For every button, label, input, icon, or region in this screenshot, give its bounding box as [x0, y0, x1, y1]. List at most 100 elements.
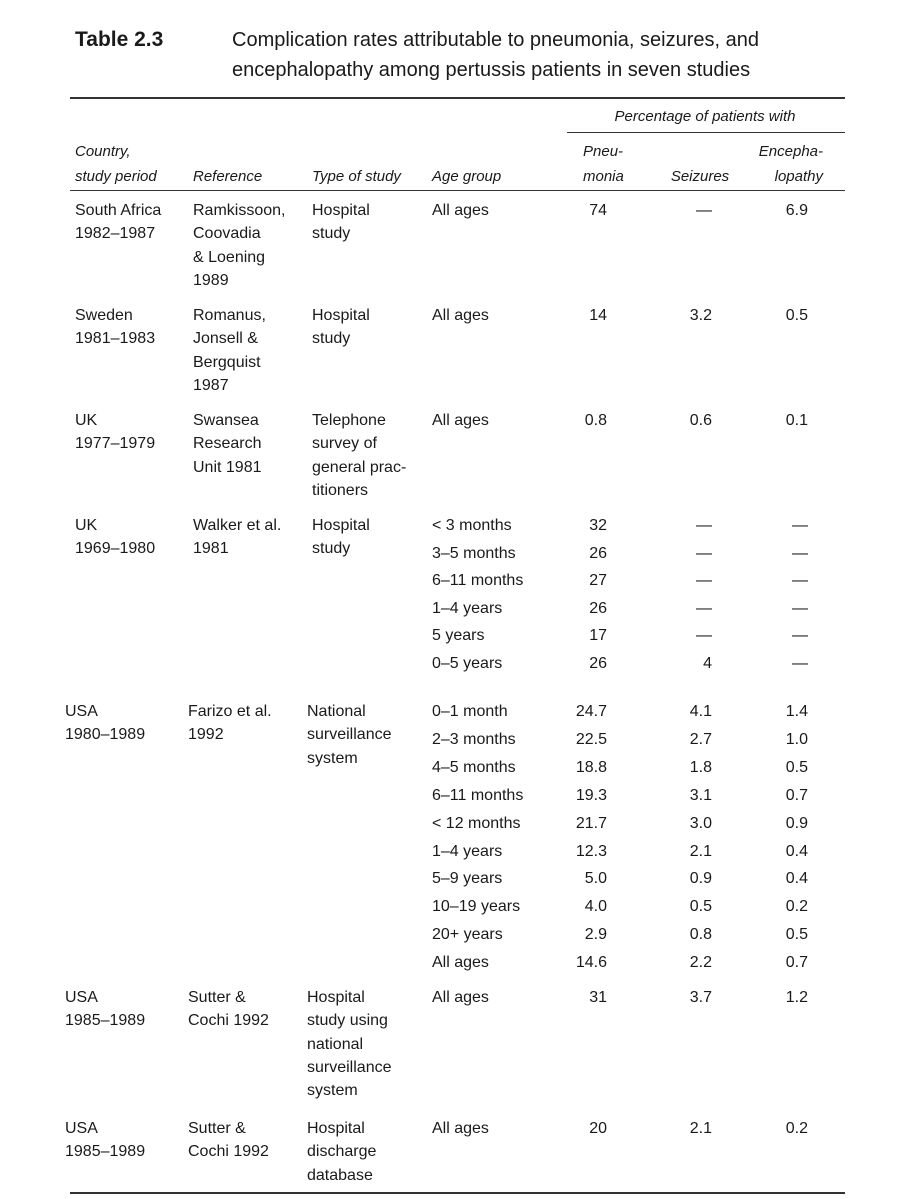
value-cell: —: [696, 627, 712, 644]
value-cell: 32: [589, 517, 607, 534]
type-cell: survey of: [312, 435, 377, 453]
reference-cell: Cochi 1992: [188, 1012, 269, 1030]
spanner-rule: [567, 132, 845, 133]
column-header: lopathy: [774, 168, 823, 185]
type-cell: titioners: [312, 481, 369, 499]
type-cell: Hospital: [307, 1120, 365, 1137]
value-cell: 20: [589, 1120, 607, 1137]
reference-cell: Sutter &: [188, 989, 246, 1006]
age-group-cell: 5–9 years: [432, 870, 503, 888]
value-cell: 22.5: [575, 730, 607, 748]
column-header: Pneu-: [583, 143, 624, 160]
age-group-cell: 2–3 months: [432, 730, 516, 748]
value-cell: —: [792, 654, 808, 672]
value-cell: —: [696, 544, 712, 562]
country-cell: South Africa: [75, 202, 162, 219]
type-cell: Hospital: [312, 202, 370, 219]
reference-cell: 1992: [188, 726, 224, 744]
age-group-cell: 6–11 months: [432, 786, 524, 804]
value-cell: —: [792, 517, 808, 534]
country-cell: 1969–1980: [75, 540, 156, 558]
age-group-cell: All ages: [432, 1120, 489, 1137]
column-header: Seizures: [670, 168, 730, 185]
country-cell: UK: [75, 517, 98, 534]
reference-cell: Romanus,: [193, 307, 266, 324]
value-cell: 14.6: [575, 954, 607, 972]
value-cell: 2.1: [689, 1120, 712, 1137]
type-cell: study: [312, 225, 351, 243]
reference-cell: 1989: [193, 271, 229, 289]
value-cell: 4.0: [584, 898, 607, 916]
value-cell: —: [696, 572, 712, 589]
type-cell: study: [312, 330, 351, 348]
value-cell: —: [792, 572, 808, 589]
country-cell: 1977–1979: [75, 435, 156, 453]
column-header: Age group: [432, 168, 502, 185]
value-cell: 4.1: [689, 703, 712, 720]
value-cell: 0.4: [785, 842, 808, 860]
value-cell: 1.4: [785, 703, 808, 720]
age-group-cell: 6–11 months: [432, 572, 524, 589]
country-cell: 1985–1989: [65, 1012, 146, 1030]
reference-cell: Ramkissoon,: [193, 202, 286, 219]
value-cell: 0.5: [689, 898, 712, 916]
value-cell: 0.4: [785, 870, 808, 888]
country-cell: 1982–1987: [75, 225, 156, 243]
reference-cell: Bergquist: [193, 353, 261, 371]
column-header: Reference: [193, 168, 263, 185]
spanner-header: Percentage of patients with: [614, 108, 796, 125]
type-cell: system: [307, 749, 358, 767]
value-cell: —: [696, 202, 712, 219]
value-cell: 26: [589, 599, 607, 617]
type-cell: general prac-: [312, 458, 407, 476]
value-cell: 17: [589, 627, 607, 644]
value-cell: 12.3: [575, 842, 607, 860]
type-cell: discharge: [307, 1143, 377, 1161]
value-cell: 6.9: [785, 202, 808, 219]
type-cell: database: [307, 1166, 373, 1184]
reference-cell: 1987: [193, 376, 229, 394]
reference-cell: Sutter &: [188, 1120, 246, 1137]
value-cell: —: [792, 627, 808, 644]
table-title: encephalopathy among pertussis patients …: [232, 59, 751, 81]
country-cell: USA: [65, 703, 98, 720]
value-cell: 1.2: [785, 989, 808, 1006]
value-cell: 1.8: [689, 758, 712, 776]
reference-cell: Walker et al.: [193, 517, 282, 534]
value-cell: 0.2: [785, 1120, 808, 1137]
age-group-cell: All ages: [432, 307, 489, 324]
country-cell: UK: [75, 412, 98, 429]
bottom-rule: [70, 1192, 845, 1194]
type-cell: surveillance: [307, 1058, 392, 1076]
age-group-cell: 1–4 years: [432, 842, 503, 860]
table-label: Table 2.3: [75, 28, 164, 51]
reference-cell: & Loening: [193, 248, 266, 266]
reference-cell: Jonsell &: [193, 330, 258, 348]
value-cell: —: [696, 599, 712, 617]
value-cell: 2.1: [689, 842, 712, 860]
age-group-cell: < 3 months: [432, 517, 512, 534]
value-cell: 24.7: [575, 703, 607, 720]
value-cell: 31: [589, 989, 607, 1006]
value-cell: 26: [589, 654, 607, 672]
age-group-cell: 5 years: [432, 627, 485, 644]
column-header: study period: [75, 168, 157, 185]
value-cell: 0.1: [785, 412, 808, 429]
value-cell: 2.7: [689, 730, 712, 748]
value-cell: 1.0: [785, 730, 808, 748]
value-cell: 3.1: [689, 786, 712, 804]
type-cell: Hospital: [307, 989, 365, 1006]
reference-cell: Unit 1981: [193, 458, 262, 476]
age-group-cell: 0–5 years: [432, 654, 503, 672]
reference-cell: 1981: [193, 540, 229, 558]
value-cell: 3.7: [689, 989, 712, 1006]
value-cell: 0.7: [785, 954, 808, 972]
value-cell: 21.7: [575, 814, 607, 832]
top-rule: [70, 97, 845, 99]
type-cell: surveillance: [307, 726, 392, 744]
age-group-cell: 3–5 months: [432, 544, 516, 562]
country-cell: USA: [65, 1120, 98, 1137]
value-cell: 0.5: [785, 758, 808, 776]
age-group-cell: All ages: [432, 202, 489, 219]
value-cell: 0.8: [584, 412, 607, 429]
